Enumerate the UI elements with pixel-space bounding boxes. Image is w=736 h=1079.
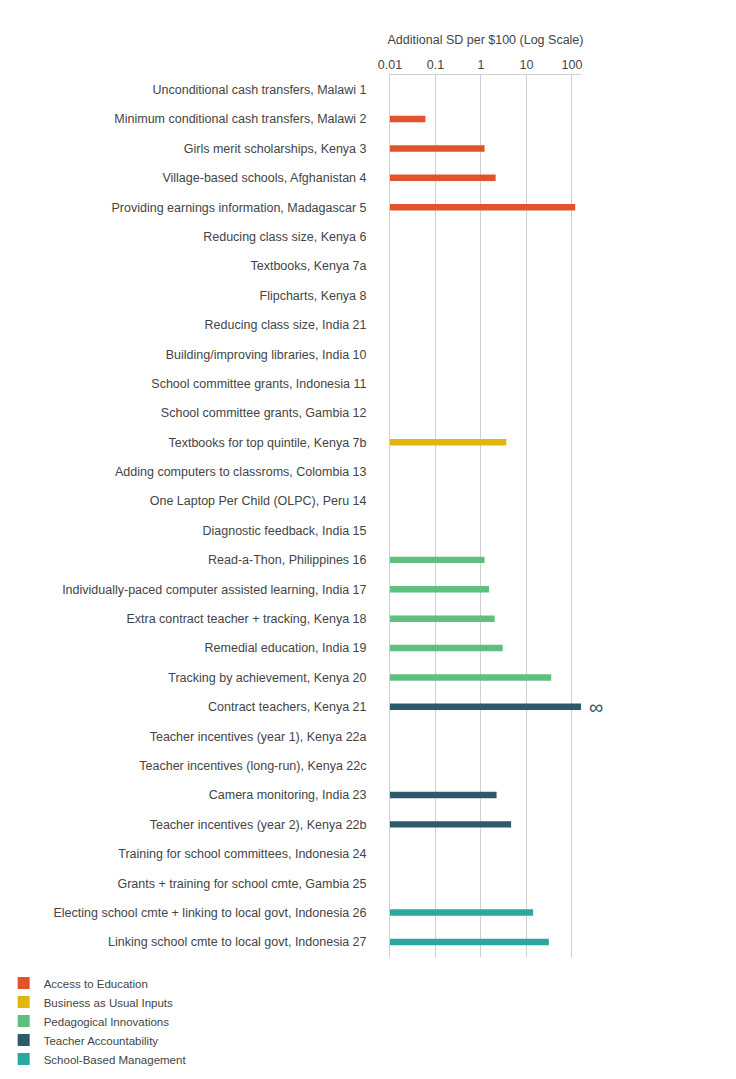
svg-text:School committee grants, Gambi: School committee grants, Gambia 12 — [161, 406, 367, 420]
svg-text:Remedial education, India 19: Remedial education, India 19 — [205, 641, 367, 655]
svg-text:Teacher incentives (long-run),: Teacher incentives (long-run), Kenya 22c — [139, 759, 366, 773]
svg-text:One Laptop Per Child (OLPC), P: One Laptop Per Child (OLPC), Peru 14 — [150, 494, 367, 508]
svg-text:100: 100 — [562, 58, 583, 72]
svg-text:Training for school committees: Training for school committees, Indonesi… — [118, 847, 366, 861]
svg-text:Electing school cmte + linking: Electing school cmte + linking to local … — [53, 906, 366, 920]
svg-text:Tracking by achievement, Kenya: Tracking by achievement, Kenya 20 — [168, 671, 366, 685]
svg-text:Teacher incentives (year 1), K: Teacher incentives (year 1), Kenya 22a — [150, 730, 367, 744]
svg-text:Textbooks, Kenya 7a: Textbooks, Kenya 7a — [250, 259, 366, 273]
svg-text:Adding computers to classroms,: Adding computers to classroms, Colombia … — [115, 465, 367, 479]
svg-text:Reducing class size, India 21: Reducing class size, India 21 — [205, 318, 367, 332]
svg-text:10: 10 — [520, 58, 534, 72]
svg-text:Unconditional cash transfers,: Unconditional cash transfers, Malawi 1 — [153, 83, 367, 97]
svg-text:Additional SD per $100 (Log Sc: Additional SD per $100 (Log Scale) — [388, 33, 584, 47]
svg-text:Providing earnings information: Providing earnings information, Madagasc… — [112, 201, 367, 215]
svg-text:Read-a-Thon, Philippines 16: Read-a-Thon, Philippines 16 — [208, 553, 366, 567]
svg-text:Camera monitoring, India 23: Camera monitoring, India 23 — [209, 788, 367, 802]
svg-text:∞: ∞ — [589, 696, 603, 718]
svg-text:School committee grants, Indon: School committee grants, Indonesia 11 — [151, 377, 366, 391]
svg-text:Teacher incentives (year 2), K: Teacher incentives (year 2), Kenya 22b — [150, 818, 367, 832]
svg-text:Linking school cmte to local g: Linking school cmte to local govt, Indon… — [108, 935, 367, 949]
svg-text:Contract teachers, Kenya 21: Contract teachers, Kenya 21 — [208, 700, 366, 714]
svg-text:Business as Usual Inputs: Business as Usual Inputs — [44, 997, 173, 1009]
svg-text:Diagnostic feedback, India 15: Diagnostic feedback, India 15 — [203, 524, 367, 538]
svg-text:0.1: 0.1 — [427, 58, 444, 72]
svg-text:Flipcharts, Kenya 8: Flipcharts, Kenya 8 — [260, 289, 367, 303]
svg-text:School-Based Management: School-Based Management — [44, 1054, 187, 1066]
svg-text:Building/improving libraries,: Building/improving libraries, India 10 — [166, 348, 367, 362]
svg-text:0.01: 0.01 — [378, 58, 402, 72]
svg-text:Teacher Accountability: Teacher Accountability — [44, 1035, 159, 1047]
svg-text:Minimum conditional cash trans: Minimum conditional cash transfers, Mala… — [114, 112, 366, 126]
svg-text:Girls merit scholarships, Keny: Girls merit scholarships, Kenya 3 — [184, 142, 367, 156]
svg-text:Textbooks for top quintile, Ke: Textbooks for top quintile, Kenya 7b — [168, 436, 366, 450]
svg-text:Access to Education: Access to Education — [44, 978, 148, 990]
svg-text:Individually-paced computer as: Individually-paced computer assisted lea… — [62, 583, 366, 597]
svg-text:Reducing class size, Kenya 6: Reducing class size, Kenya 6 — [203, 230, 366, 244]
svg-text:Extra contract teacher + track: Extra contract teacher + tracking, Kenya… — [126, 612, 366, 626]
svg-text:Grants + training for school c: Grants + training for school cmte, Gambi… — [117, 877, 366, 891]
svg-text:Village-based schools, Afghani: Village-based schools, Afghanistan 4 — [162, 171, 366, 185]
svg-text:1: 1 — [478, 58, 485, 72]
svg-text:Pedagogical Innovations: Pedagogical Innovations — [44, 1016, 170, 1028]
